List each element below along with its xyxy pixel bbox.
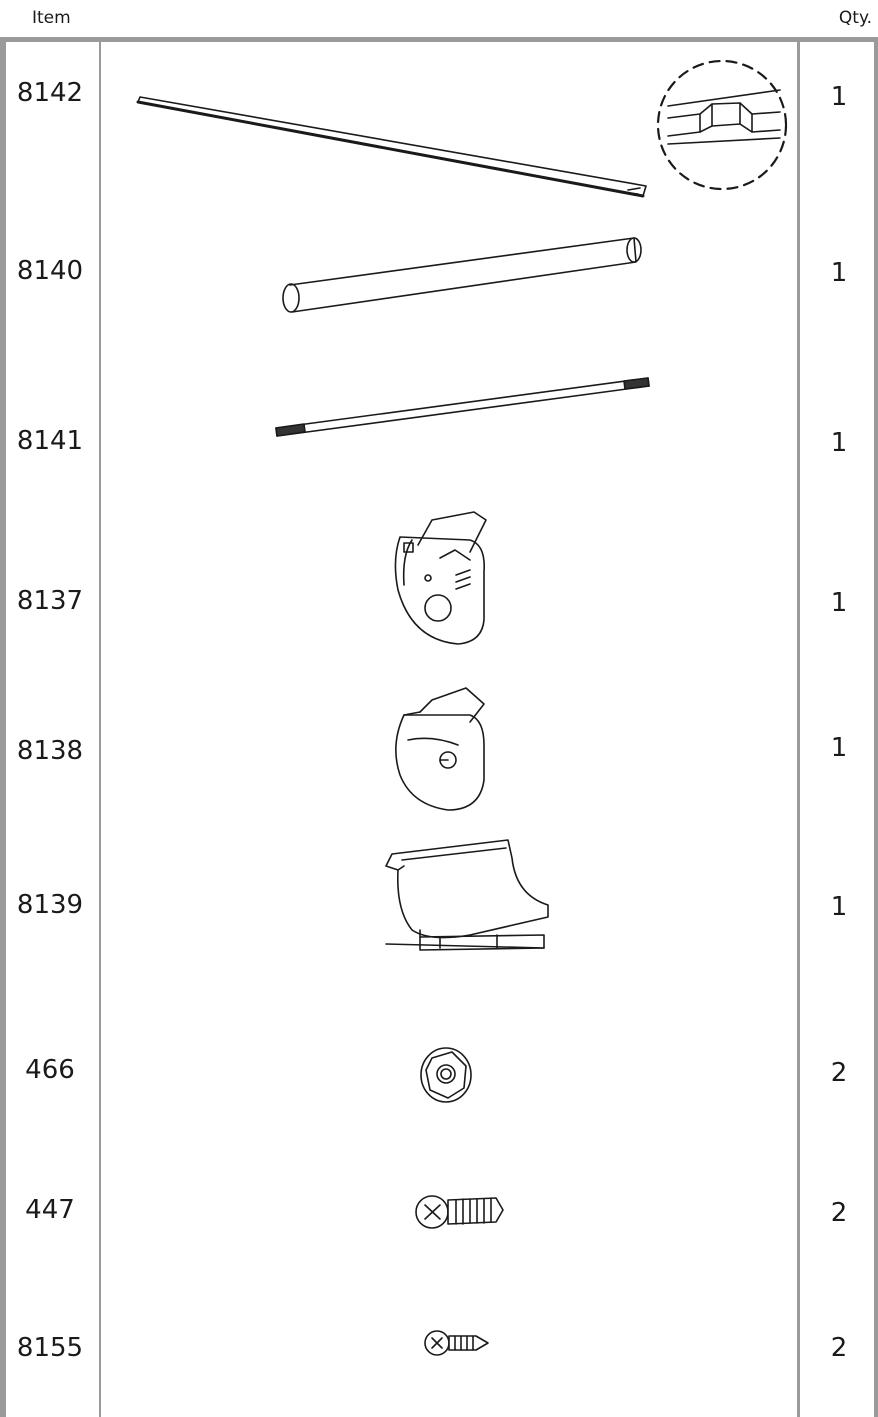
- strip-part-illustration: [136, 96, 647, 198]
- end-bracket-part-illustration: [394, 511, 487, 645]
- item-number: 8137: [16, 586, 84, 616]
- item-number: 8138: [16, 736, 84, 766]
- table-left-border: [0, 37, 6, 1417]
- item-number: 447: [25, 1195, 75, 1225]
- item-quantity: 1: [830, 733, 848, 763]
- item-quantity: 1: [830, 258, 848, 288]
- item-quantity: 2: [830, 1333, 848, 1363]
- qty-column-divider: [797, 40, 800, 1417]
- item-quantity: 2: [830, 1058, 848, 1088]
- table-top-border: [0, 37, 878, 42]
- short-screw-part-illustration: [424, 1330, 489, 1356]
- threaded-rod-part-illustration: [275, 377, 650, 437]
- item-number: 8140: [16, 256, 84, 286]
- item-number: 8141: [16, 426, 84, 456]
- table-right-border: [874, 37, 878, 1417]
- screw-part-illustration: [415, 1195, 504, 1229]
- item-quantity: 2: [830, 1198, 848, 1228]
- item-column-header: Item: [32, 8, 71, 28]
- item-quantity: 1: [830, 588, 848, 618]
- item-number: 8155: [16, 1333, 84, 1363]
- item-quantity: 1: [830, 82, 848, 112]
- flange-nut-part-illustration: [420, 1047, 472, 1103]
- item-column-divider: [99, 40, 101, 1417]
- qty-column-header: Qty.: [838, 8, 872, 28]
- item-number: 8139: [16, 890, 84, 920]
- item-quantity: 1: [830, 892, 848, 922]
- end-bracket-part-illustration-2: [395, 687, 485, 811]
- tube-part-illustration: [282, 237, 642, 313]
- item-quantity: 1: [830, 428, 848, 458]
- item-number: 8142: [16, 78, 84, 108]
- item-number: 466: [25, 1055, 75, 1085]
- strip-detail-callout: [656, 59, 788, 191]
- slide-connector-part-illustration: [385, 839, 549, 951]
